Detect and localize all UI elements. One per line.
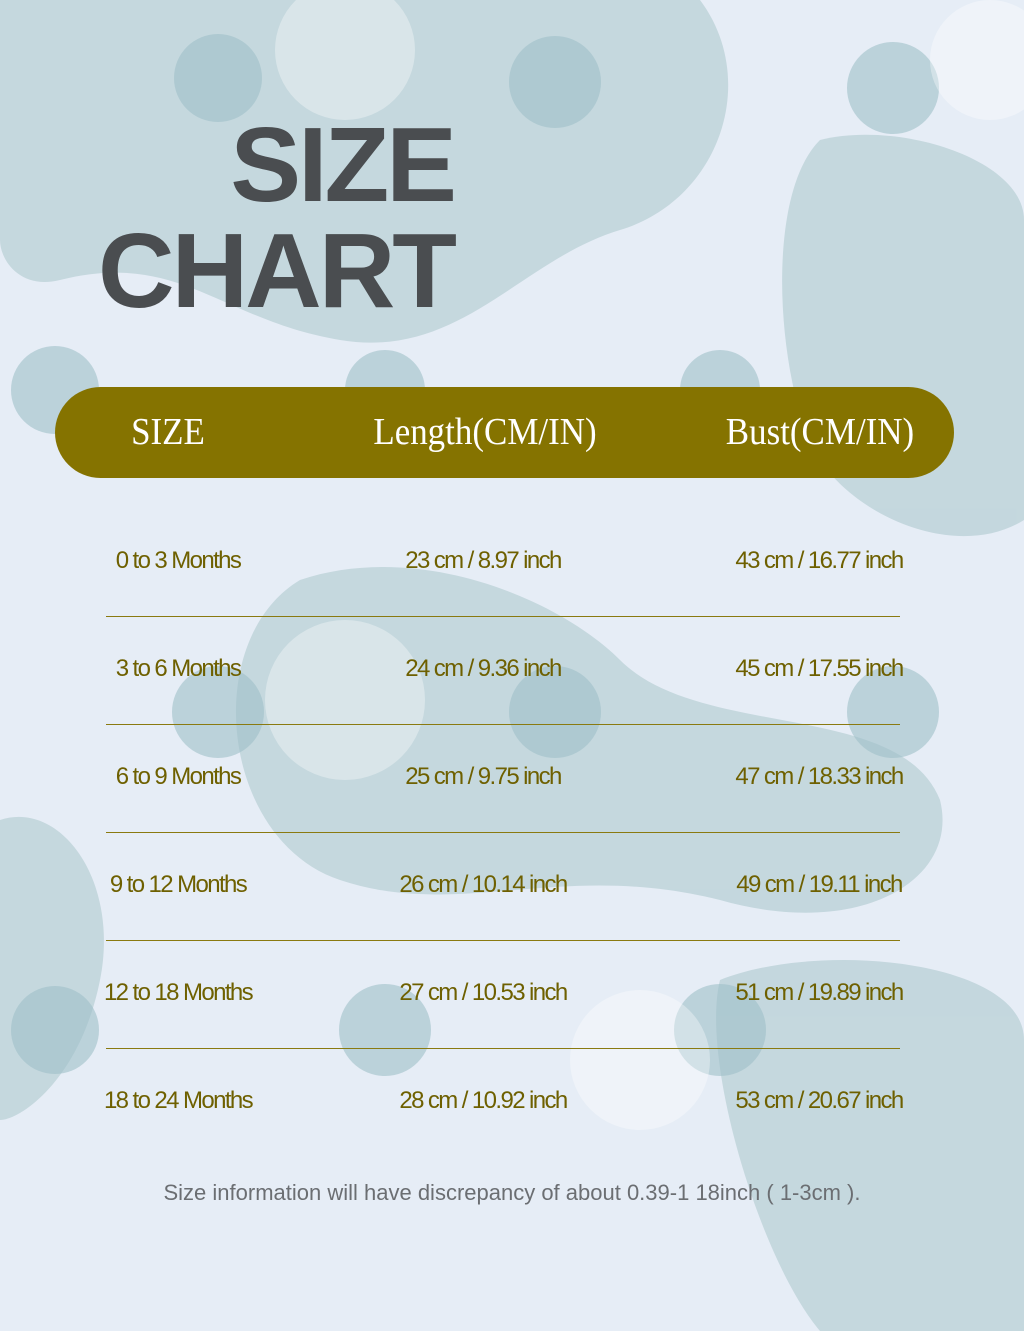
length-cell: 23 cm / 8.97 inch: [405, 547, 562, 574]
size-cell: 6 to 9 Months: [115, 763, 242, 790]
bust-cell: 47 cm / 18.33 inch: [735, 763, 904, 790]
size-cell: 0 to 3 Months: [115, 547, 242, 574]
title-line-1: SIZE: [230, 106, 457, 224]
bust-cell: 43 cm / 16.77 inch: [735, 547, 904, 574]
bust-cell: 53 cm / 20.67 inch: [735, 1087, 904, 1114]
row-divider: [106, 616, 900, 617]
bust-cell: 45 cm / 17.55 inch: [735, 655, 904, 682]
row-divider: [106, 724, 900, 725]
bust-cell: 51 cm / 19.89 inch: [735, 979, 904, 1006]
row-divider: [106, 1048, 900, 1049]
size-cell: 3 to 6 Months: [115, 655, 242, 682]
length-cell: 27 cm / 10.53 inch: [399, 979, 568, 1006]
table-header: SIZE Length(CM/IN) Bust(CM/IN): [55, 387, 954, 478]
length-cell: 25 cm / 9.75 inch: [405, 763, 562, 790]
header-length: Length(CM/IN): [373, 411, 597, 453]
length-cell: 24 cm / 9.36 inch: [405, 655, 562, 682]
row-divider: [106, 940, 900, 941]
title-line-2: CHART: [98, 212, 457, 330]
bust-cell: 49 cm / 19.11 inch: [736, 871, 903, 898]
length-cell: 26 cm / 10.14 inch: [399, 871, 568, 898]
size-cell: 9 to 12 Months: [109, 871, 248, 898]
size-cell: 18 to 24 Months: [103, 1087, 254, 1114]
size-cell: 12 to 18 Months: [103, 979, 254, 1006]
length-cell: 28 cm / 10.92 inch: [399, 1087, 568, 1114]
size-note: Size information will have discrepancy o…: [163, 1180, 861, 1205]
header-bust: Bust(CM/IN): [725, 411, 915, 453]
header-size: SIZE: [131, 411, 205, 453]
row-divider: [106, 832, 900, 833]
